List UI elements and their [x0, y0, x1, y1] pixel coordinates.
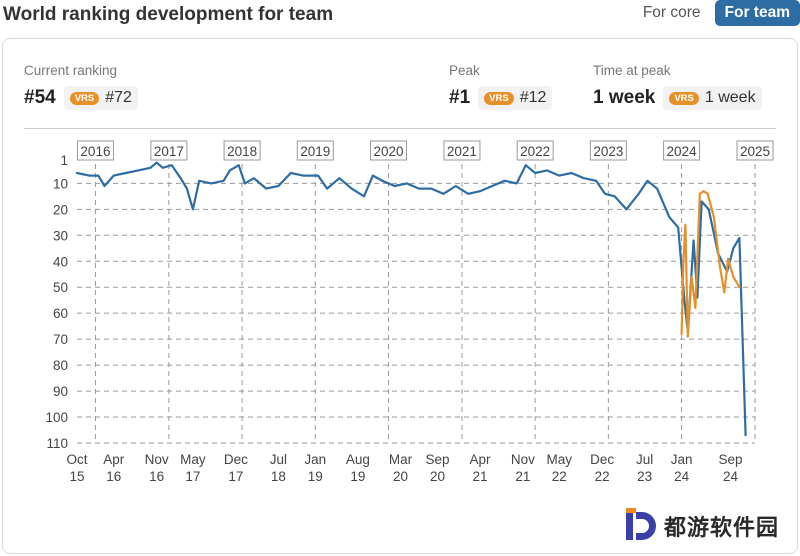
year-marker-label: 2019	[300, 144, 330, 159]
current-ranking-label: Current ranking	[24, 63, 118, 78]
x-tick-label: 23	[637, 469, 652, 484]
year-marker-box	[296, 140, 334, 161]
x-tick-label: 22	[595, 469, 610, 484]
time-at-peak-value: 1 week	[593, 87, 656, 108]
x-tick-label: 17	[228, 469, 243, 484]
ranking-series-line	[75, 161, 747, 437]
year-marker-box	[223, 140, 261, 161]
ranking-panel: Current ranking #54 VRS #72 Peak #1 VRS …	[2, 38, 798, 554]
time-at-peak-vrs-chip: VRS 1 week	[663, 86, 762, 110]
year-marker-box	[76, 140, 114, 161]
y-tick-label: 1	[60, 153, 68, 168]
x-tick-label: 15	[69, 469, 84, 484]
x-tick-label: Mar	[389, 452, 413, 467]
peak-value: #1	[449, 87, 471, 108]
y-tick-label: 20	[53, 202, 68, 217]
time-at-peak-vrs-value: 1 week	[704, 89, 756, 106]
x-tick-label: May	[180, 452, 206, 467]
y-tick-label: 50	[53, 280, 68, 295]
year-marker-label: 2023	[593, 144, 623, 159]
x-tick-label: 20	[430, 469, 445, 484]
peak-label: Peak	[449, 63, 480, 78]
stats-divider	[24, 128, 776, 129]
x-tick-label: 24	[674, 469, 690, 484]
x-tick-label: Sep	[719, 452, 743, 467]
year-marker-box	[370, 140, 408, 161]
y-tick-label: 60	[53, 306, 68, 321]
x-tick-label: 16	[149, 469, 164, 484]
peak-vrs-chip: VRS #12	[478, 86, 553, 110]
x-tick-label: Jan	[304, 452, 326, 467]
x-tick-label: Apr	[103, 452, 125, 467]
y-tick-label: 30	[53, 228, 68, 243]
x-tick-label: 17	[185, 469, 200, 484]
year-marker-label: 2020	[373, 144, 403, 159]
y-tick-label: 40	[53, 254, 68, 269]
x-tick-label: Jul	[636, 452, 653, 467]
peak-stat: Peak #1 VRS #12	[449, 63, 553, 110]
for-core-toggle[interactable]: For core	[632, 0, 711, 26]
year-marker-box	[589, 140, 627, 161]
year-marker-label: 2025	[740, 144, 770, 159]
year-marker-label: 2017	[154, 144, 184, 159]
year-marker-label: 2021	[447, 144, 477, 159]
header: World ranking development for team For c…	[0, 0, 800, 32]
vrs-badge: VRS	[484, 91, 514, 105]
y-tick-label: 110	[46, 436, 68, 451]
y-tick-label: 90	[53, 384, 68, 399]
peak-vrs-value: #12	[519, 89, 547, 106]
x-tick-label: 24	[723, 469, 739, 484]
year-marker-box	[150, 140, 188, 161]
page-title: World ranking development for team	[3, 4, 334, 25]
year-marker-box	[516, 140, 554, 161]
watermark-logo-icon	[626, 508, 656, 540]
x-tick-label: 19	[350, 469, 365, 484]
year-marker-label: 2024	[667, 144, 698, 159]
x-tick-label: Jul	[270, 452, 287, 467]
year-marker-label: 2016	[80, 144, 110, 159]
watermark-text: 都游软件园	[664, 516, 780, 541]
current-vrs-chip: VRS #72	[63, 86, 138, 110]
x-tick-label: 20	[393, 469, 408, 484]
y-tick-label: 10	[53, 176, 68, 191]
x-tick-label: 21	[472, 469, 487, 484]
year-marker-box	[663, 140, 701, 161]
x-tick-label: Aug	[346, 452, 370, 467]
vrs-badge: VRS	[69, 91, 100, 105]
x-tick-label: Nov	[145, 452, 169, 467]
x-tick-label: Sep	[425, 452, 449, 467]
view-toggle: For core For team	[632, 0, 800, 26]
current-vrs-value: #72	[105, 89, 132, 106]
current-ranking-value: #54	[24, 87, 56, 108]
x-tick-label: 21	[515, 469, 530, 484]
x-tick-label: 18	[271, 469, 286, 484]
x-tick-label: May	[546, 452, 572, 467]
x-tick-label: Dec	[590, 452, 614, 467]
x-tick-label: Apr	[469, 452, 491, 467]
x-tick-label: Nov	[511, 452, 535, 467]
vrs-badge: VRS	[669, 91, 699, 105]
watermark: 都游软件园	[624, 508, 779, 544]
y-tick-label: 70	[53, 332, 68, 347]
x-tick-label: Oct	[66, 452, 87, 467]
year-marker-box	[736, 140, 774, 161]
time-at-peak-label: Time at peak	[593, 63, 671, 78]
x-tick-label: 19	[308, 469, 323, 484]
vrs-series-line	[680, 190, 741, 338]
time-at-peak-stat: Time at peak 1 week VRS 1 week	[593, 63, 762, 110]
x-tick-label: Jan	[671, 452, 693, 467]
y-tick-label: 100	[45, 410, 68, 425]
x-tick-label: 16	[106, 469, 121, 484]
for-team-toggle[interactable]: For team	[714, 0, 800, 26]
x-tick-label: Dec	[224, 452, 248, 467]
y-tick-label: 80	[53, 358, 68, 373]
year-marker-label: 2022	[520, 144, 550, 159]
year-marker-label: 2018	[227, 144, 257, 159]
current-ranking-stat: Current ranking #54 VRS #72	[24, 63, 138, 110]
x-tick-label: 22	[552, 469, 567, 484]
year-marker-box	[443, 140, 481, 161]
